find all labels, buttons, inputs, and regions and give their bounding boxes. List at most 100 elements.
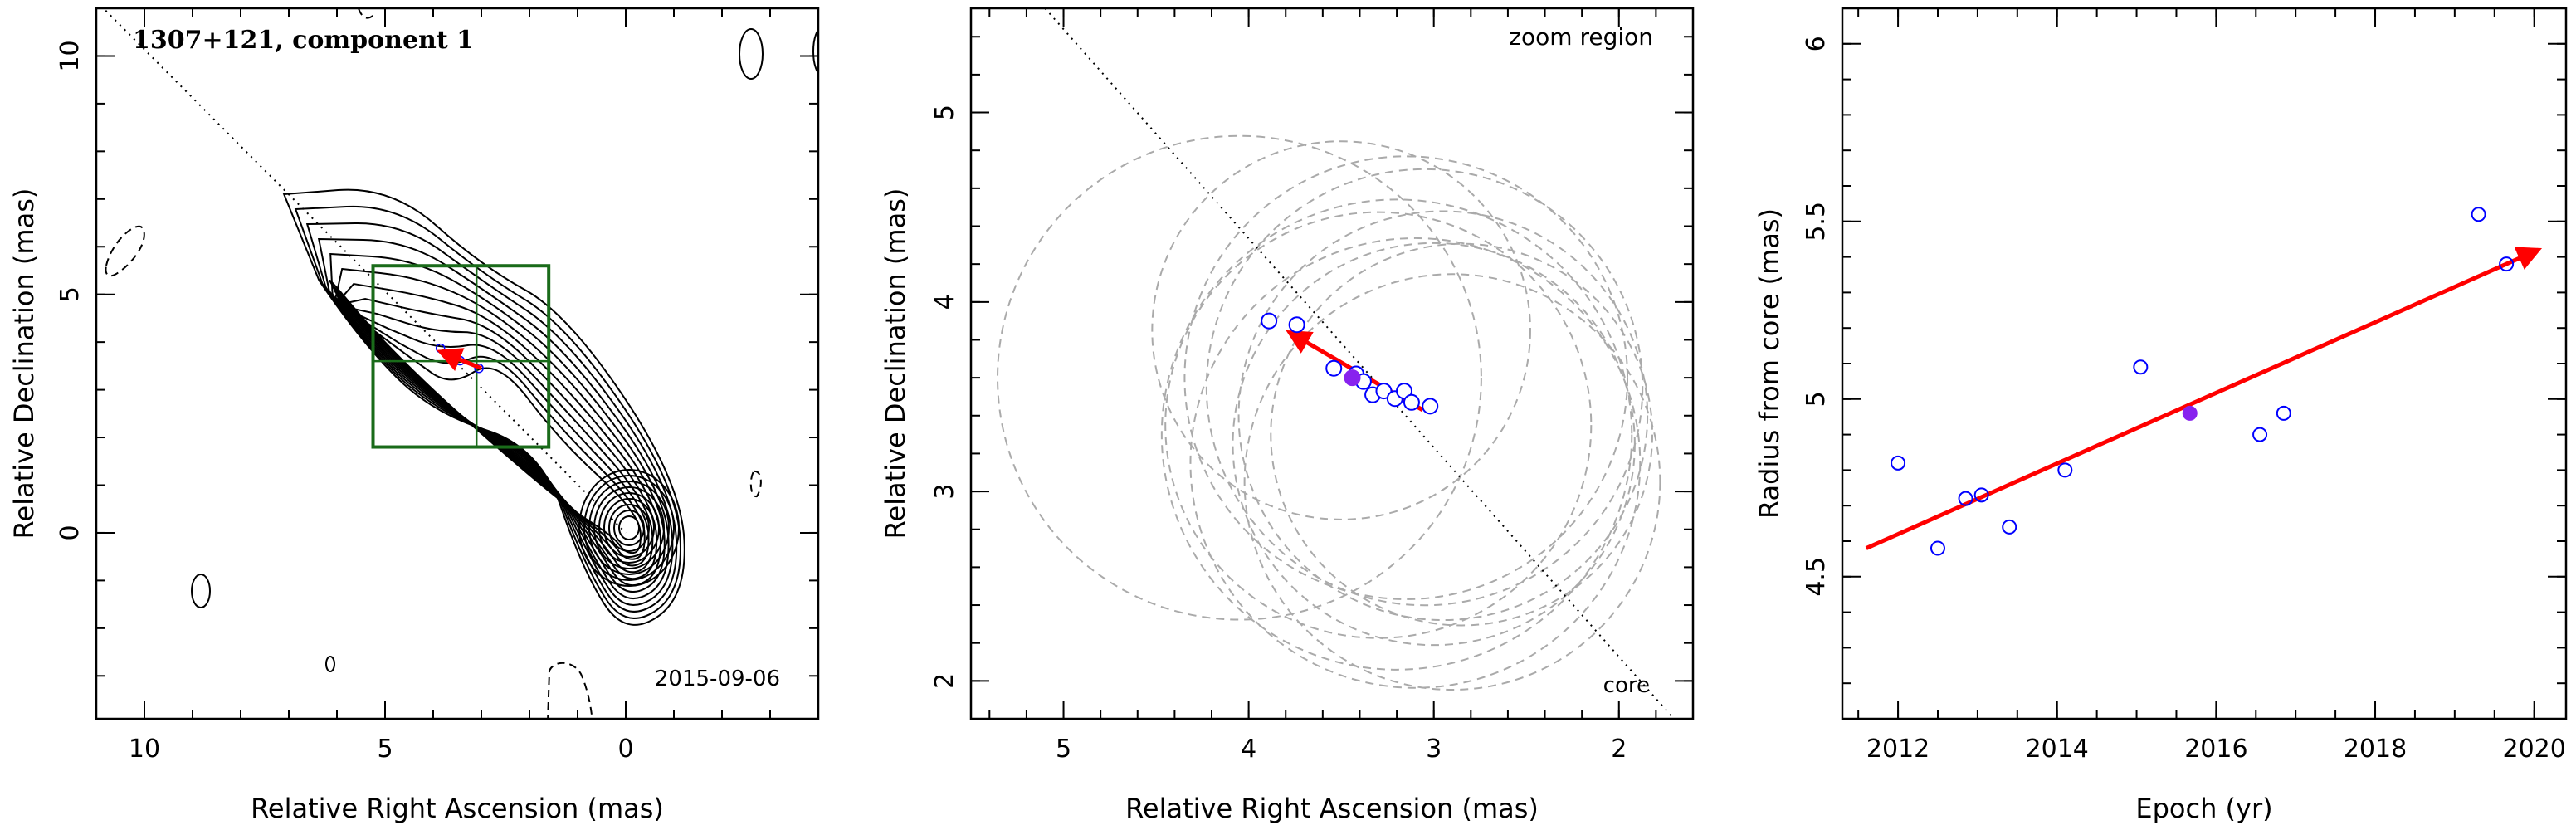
y-tick-label: 6	[1802, 36, 1831, 51]
plot-frame	[95, 7, 820, 720]
intensity-contour	[329, 280, 642, 554]
x-tick-label: 5	[377, 735, 393, 764]
y-tick-label: 4	[930, 294, 959, 310]
panel-zoom-region: zoom region core 5 4 3 2 2 3 4 5 Relative Right…	[880, 7, 1695, 824]
tick-labels: 5 4 3 2 2 3 4 5	[930, 105, 1627, 764]
map-title: 1307+121, component 1	[133, 26, 474, 55]
x-axis-label: Relative Right Ascension (mas)	[1125, 793, 1539, 824]
motion-arrow	[437, 348, 482, 371]
error-circle	[1243, 273, 1661, 691]
data-points	[1261, 312, 1439, 415]
core-contour	[598, 491, 660, 564]
error-circle	[1151, 140, 1531, 520]
x-tick-label: 0	[617, 735, 633, 764]
data-point	[2002, 519, 2017, 535]
axis-ticks	[971, 8, 1694, 720]
core-contour	[583, 474, 675, 581]
negative-contour	[749, 470, 762, 498]
noise-contour	[191, 574, 211, 608]
noise-contour	[739, 28, 764, 80]
data-point	[1325, 359, 1343, 377]
data-point	[1973, 487, 1989, 503]
axis-ticks	[95, 7, 819, 719]
plot-frame	[969, 7, 1695, 720]
data-point	[2057, 462, 2073, 478]
y-tick-label: 0	[56, 525, 85, 540]
negative-contour	[358, 8, 376, 19]
intensity-contour	[331, 285, 646, 560]
data-point	[2133, 359, 2149, 375]
core-contour	[588, 480, 670, 575]
y-axis-label: Relative Declination (mas)	[880, 188, 911, 540]
x-axis-label: Relative Right Ascension (mas)	[251, 793, 664, 824]
data-point	[1261, 312, 1278, 330]
error-circle	[1160, 198, 1633, 671]
error-circle	[1237, 210, 1649, 622]
error-circle	[997, 134, 1482, 621]
data-point	[1375, 383, 1393, 400]
x-axis-label: Epoch (yr)	[2135, 793, 2272, 824]
trajectory-line	[102, 8, 627, 534]
data-point	[1422, 398, 1439, 415]
date-label: 2015-09-06	[655, 666, 780, 691]
core-contour	[578, 468, 680, 587]
intensity-contour	[334, 290, 650, 567]
data-point	[2276, 405, 2291, 421]
y-tick-label: 5	[56, 286, 85, 302]
data-point	[1891, 455, 1906, 471]
core-contour	[618, 515, 640, 540]
intensity-contour	[337, 297, 658, 580]
x-tick-label: 10	[129, 735, 160, 764]
negative-contour	[547, 662, 593, 719]
intensity-contour	[282, 188, 685, 626]
data-point	[1930, 540, 1945, 556]
error-circle	[1205, 168, 1644, 607]
error-circle	[1164, 211, 1593, 639]
x-tick-label: 4	[1241, 735, 1256, 764]
x-tick-label: 2	[1611, 735, 1627, 764]
noise-contour	[812, 28, 818, 75]
y-tick-label: 10	[56, 40, 85, 71]
core-contour	[608, 503, 650, 552]
y-tick-label: 5	[1802, 391, 1831, 407]
data-point	[1403, 393, 1420, 411]
y-tick-label: 5.5	[1802, 202, 1831, 242]
contour-group	[282, 188, 685, 626]
negative-contour	[105, 225, 145, 277]
zoom-annotation: zoom region	[1509, 23, 1653, 51]
highlight-point	[2182, 405, 2198, 421]
fit-arrow	[1865, 247, 2543, 550]
y-tick-label: 4.5	[1802, 557, 1831, 597]
y-tick-label: 5	[930, 105, 959, 120]
plot-frame	[1841, 7, 2568, 720]
x-tick-label: 2018	[2344, 735, 2407, 764]
axis-ticks	[1842, 7, 2566, 720]
data-point	[1288, 316, 1305, 334]
x-tick-label: 2020	[2502, 735, 2565, 764]
x-tick-label: 3	[1426, 735, 1442, 764]
error-circles	[997, 134, 1661, 691]
error-circle	[1232, 242, 1636, 647]
y-tick-label: 2	[930, 673, 959, 689]
panel-contour-map: 1307+121, component 1 2015-09-06 10 5 0051…	[8, 7, 820, 824]
data-point	[1396, 383, 1412, 400]
intensity-contour	[294, 205, 681, 619]
core-label: core	[1603, 673, 1650, 698]
noise-contour	[325, 656, 335, 672]
negative-contours	[105, 8, 762, 719]
x-tick-label: 5	[1056, 735, 1071, 764]
y-axis-label: Relative Declination (mas)	[8, 188, 40, 540]
data-point	[2252, 427, 2268, 442]
y-axis-label: Radius from core (mas)	[1754, 208, 1785, 519]
x-tick-label: 2014	[2026, 735, 2089, 764]
data-point	[2499, 256, 2515, 272]
tick-labels: 10 5 0 0 5 10	[56, 40, 634, 764]
core-contour	[613, 509, 645, 546]
trajectory-line	[1044, 8, 1676, 719]
tick-labels: 2012 2014 2016 2018 2020 4.5 5 5.5 6	[1802, 36, 2566, 764]
data-point	[2471, 207, 2486, 222]
data-points	[1891, 207, 2515, 556]
core-contour	[593, 486, 665, 569]
data-point	[1958, 491, 1973, 506]
